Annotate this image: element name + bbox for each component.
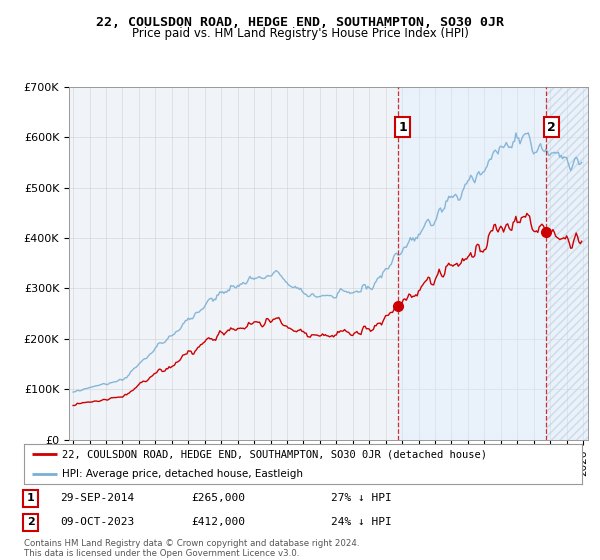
Text: 2: 2	[27, 517, 35, 528]
Text: 1: 1	[398, 120, 407, 134]
Text: 29-SEP-2014: 29-SEP-2014	[60, 493, 134, 503]
Text: 1: 1	[27, 493, 35, 503]
Text: £412,000: £412,000	[191, 517, 245, 528]
Text: 24% ↓ HPI: 24% ↓ HPI	[331, 517, 392, 528]
Bar	[398, 87, 588, 440]
Text: HPI: Average price, detached house, Eastleigh: HPI: Average price, detached house, East…	[62, 469, 303, 479]
Text: £265,000: £265,000	[191, 493, 245, 503]
Bar	[547, 87, 588, 440]
Text: 2: 2	[547, 120, 556, 134]
Text: 09-OCT-2023: 09-OCT-2023	[60, 517, 134, 528]
Text: 22, COULSDON ROAD, HEDGE END, SOUTHAMPTON, SO30 0JR (detached house): 22, COULSDON ROAD, HEDGE END, SOUTHAMPTO…	[62, 449, 487, 459]
Text: Price paid vs. HM Land Registry's House Price Index (HPI): Price paid vs. HM Land Registry's House …	[131, 27, 469, 40]
Text: 27% ↓ HPI: 27% ↓ HPI	[331, 493, 392, 503]
Text: 22, COULSDON ROAD, HEDGE END, SOUTHAMPTON, SO30 0JR: 22, COULSDON ROAD, HEDGE END, SOUTHAMPTO…	[96, 16, 504, 29]
Text: Contains HM Land Registry data © Crown copyright and database right 2024.
This d: Contains HM Land Registry data © Crown c…	[24, 539, 359, 558]
